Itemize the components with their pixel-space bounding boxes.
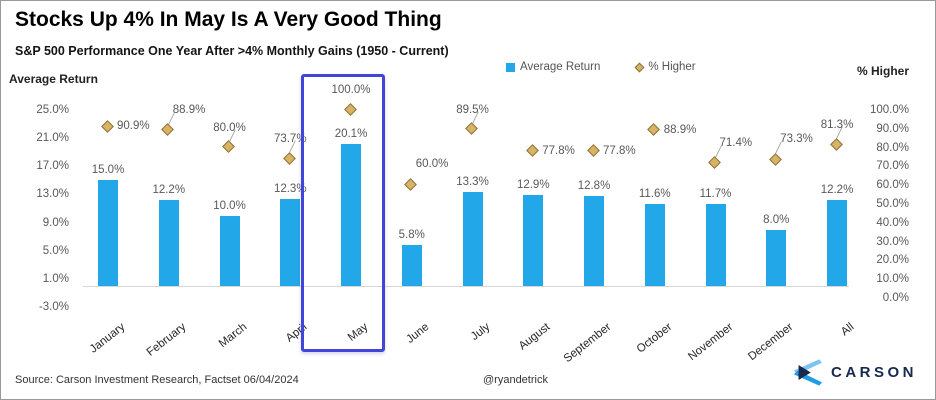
diamond-june	[404, 177, 418, 191]
bar-label-november: 11.7%	[699, 187, 732, 200]
diamond-january	[100, 119, 114, 133]
bar-january	[98, 180, 118, 286]
diamond-label-may: 100.0%	[331, 84, 371, 96]
chart-title: Stocks Up 4% In May Is A Very Good Thing	[15, 8, 442, 31]
diamond-label-june: 60.0%	[415, 158, 449, 171]
left-axis-tick: -3.0%	[38, 301, 69, 314]
diamond-august	[525, 144, 539, 158]
bar-december	[766, 229, 787, 286]
bar-april	[280, 199, 301, 286]
diamond-label-april: 73.7%	[273, 133, 307, 146]
bar-label-all: 12.2%	[820, 183, 854, 196]
left-axis-tick: 5.0%	[42, 244, 69, 257]
legend: Average Return % Higher	[506, 61, 696, 73]
carson-logo-text: CARSON	[830, 364, 917, 381]
diamond-april	[282, 152, 296, 165]
legend-item-average-return: Average Return	[506, 61, 600, 73]
left-axis-tick: 13.0%	[36, 188, 69, 201]
legend-label-average-return: Average Return	[520, 61, 601, 73]
diamond-label-november: 71.4%	[719, 136, 753, 149]
bar-march	[219, 215, 240, 286]
diamond-september	[586, 144, 600, 158]
bar-february	[158, 199, 179, 286]
right-axis-tick: 0.0%	[882, 292, 909, 304]
right-axis-tick: 10.0%	[876, 273, 909, 286]
bar-label-february: 12.2%	[152, 183, 186, 196]
left-axis-tick: 1.0%	[42, 272, 69, 285]
bar-label-october: 11.6%	[638, 188, 671, 201]
diamond-label-october: 88.9%	[663, 123, 697, 136]
diamond-label-february: 88.9%	[172, 103, 206, 116]
bar-series-marker-icon	[506, 62, 515, 72]
bar-label-august: 12.9%	[516, 179, 550, 192]
left-axis-title: Average Return	[9, 72, 98, 86]
carson-logo: CARSON	[792, 359, 917, 386]
chart-subtitle: S&P 500 Performance One Year After >4% M…	[15, 44, 449, 58]
left-axis-tick: 21.0%	[36, 131, 69, 144]
diamond-label-january: 90.9%	[117, 120, 150, 133]
left-axis-tick: 25.0%	[36, 103, 69, 116]
right-axis-tick: 20.0%	[876, 254, 909, 267]
right-axis-tick: 50.0%	[876, 198, 909, 210]
right-axis-title: % Higher	[856, 64, 909, 78]
diamond-march	[222, 140, 235, 153]
bar-label-september: 12.8%	[577, 179, 611, 192]
bar-label-december: 8.0%	[763, 213, 790, 226]
right-axis-tick: 60.0%	[876, 179, 909, 192]
right-axis-tick: 90.0%	[876, 122, 909, 135]
diamond-november	[708, 156, 721, 170]
bar-label-july: 13.3%	[456, 176, 489, 189]
bar-june	[401, 245, 422, 286]
bar-november	[705, 203, 726, 286]
bar-august	[523, 195, 544, 286]
diamond-label-all: 81.3%	[820, 119, 854, 132]
diamond-label-december: 73.3%	[780, 133, 813, 146]
bar-label-may: 20.1%	[334, 128, 368, 141]
bar-may	[341, 144, 361, 286]
bar-label-january: 15.0%	[91, 164, 125, 177]
right-axis-tick: 30.0%	[876, 235, 909, 248]
right-axis-tick: 70.0%	[876, 160, 909, 173]
twitter-handle: @ryandetrick	[483, 374, 548, 386]
bar-label-june: 5.8%	[398, 229, 425, 242]
may-highlight-box	[301, 74, 385, 352]
zero-gridline	[83, 286, 849, 287]
diamond-all	[829, 137, 843, 151]
legend-item-pct-higher: % Higher	[634, 61, 696, 73]
bar-october	[644, 204, 665, 286]
right-axis-tick: 40.0%	[876, 216, 909, 229]
legend-label-pct-higher: % Higher	[648, 61, 696, 73]
left-axis-tick: 17.0%	[36, 160, 69, 173]
diamond-february	[161, 123, 175, 137]
diamond-label-july: 89.5%	[456, 103, 489, 116]
diamond-december	[768, 152, 782, 166]
bar-label-april: 12.3%	[273, 183, 307, 196]
diamond-october	[647, 123, 661, 137]
right-axis-tick: 100.0%	[869, 104, 909, 116]
carson-chevron-icon	[793, 359, 822, 386]
bar-july	[462, 192, 483, 286]
bar-all	[827, 199, 847, 286]
bar-label-march: 10.0%	[213, 199, 246, 212]
diamond-label-september: 77.8%	[603, 144, 636, 157]
left-axis-tick: 9.0%	[42, 216, 69, 229]
diamond-july	[465, 122, 478, 136]
diamond-label-august: 77.8%	[542, 144, 575, 157]
right-axis-tick: 80.0%	[876, 141, 909, 154]
source-note: Source: Carson Investment Research, Fact…	[15, 374, 299, 386]
bar-september	[584, 195, 604, 286]
diamond-label-march: 80.0%	[213, 121, 246, 134]
